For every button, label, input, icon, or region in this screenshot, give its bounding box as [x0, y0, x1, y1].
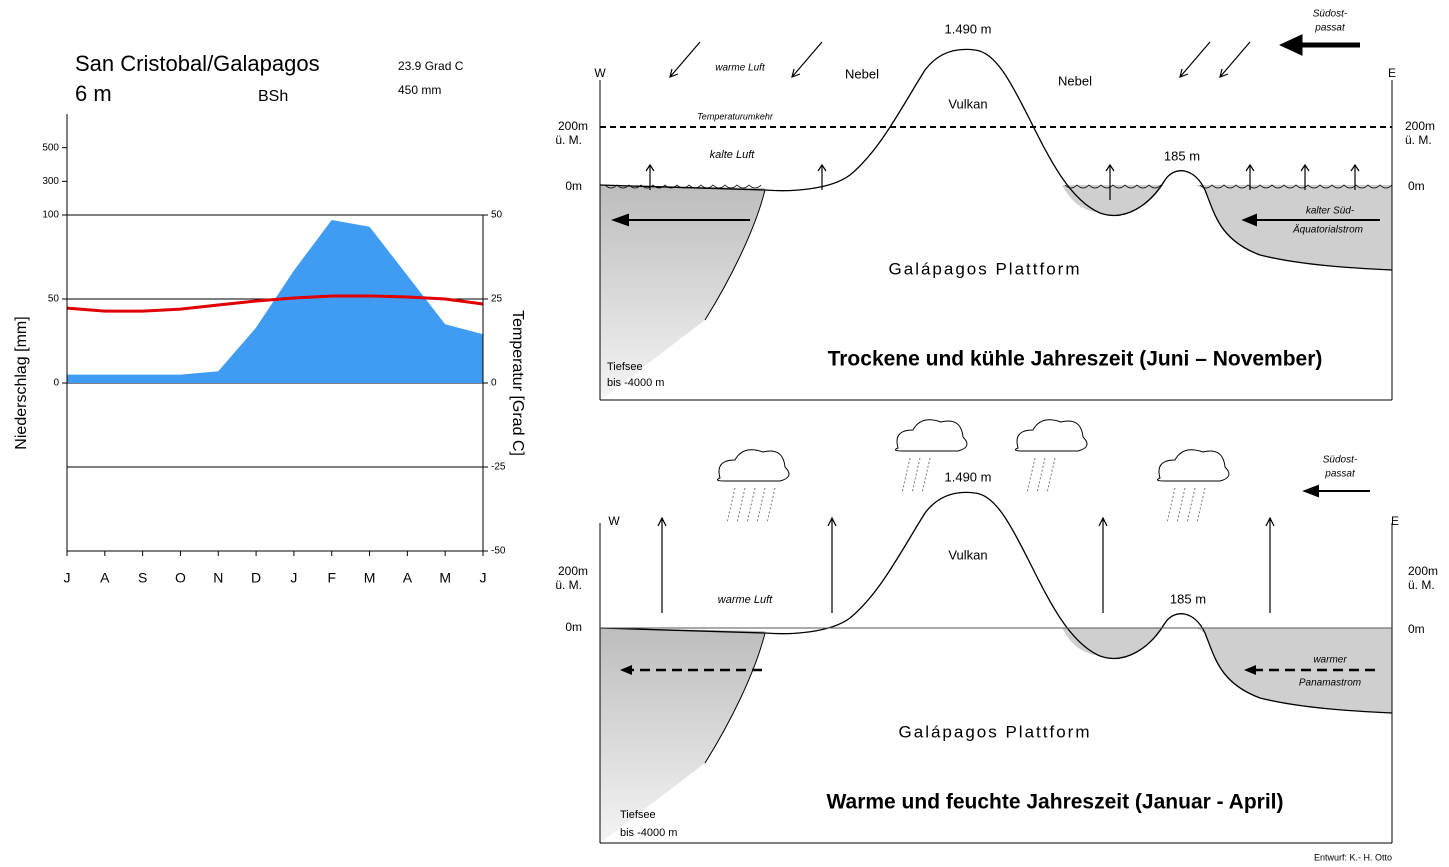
peak: 1.490 m: [945, 469, 992, 484]
x-tick-label: J: [480, 570, 487, 586]
y2-tick-label: 25: [491, 294, 503, 305]
rain: [726, 457, 1206, 524]
climate-chart: 50 25 0 -25 -50 0 50 100 300 500 J A S O N D J F M A M J: [42, 114, 506, 586]
volcano: Vulkan: [948, 96, 987, 111]
deep-sea: bis -4000 m: [607, 377, 664, 389]
clouds: [716, 419, 1230, 482]
y-axis-title: Niederschlag [mm]: [13, 316, 30, 449]
altitude: 200m: [1405, 119, 1435, 133]
annual-precipitation: 450 mm: [398, 83, 441, 97]
air: warme Luft: [718, 594, 773, 606]
current-arrows: [611, 213, 1380, 227]
precipitation-area: [67, 220, 483, 383]
trade-wind-arrow: [1279, 34, 1360, 56]
altitude: 200m: [1408, 564, 1438, 578]
x-tick-label: J: [290, 570, 297, 586]
diagram-dry-season: W E 1.490 m Südost- passat warme Luft Ne…: [555, 9, 1435, 401]
diagram-title: Warme und feuchte Jahreszeit (Januar - A…: [826, 791, 1283, 814]
elevation: 6 m: [75, 81, 112, 106]
west: W: [608, 514, 620, 528]
sea-level: 0m: [1408, 622, 1425, 636]
altitude: ü. M.: [1405, 133, 1432, 147]
y2-axis-title: Temperatur [Grad C]: [509, 310, 526, 456]
x-tick-label: M: [439, 570, 451, 586]
inversion: Temperaturumkehr: [697, 111, 774, 121]
sea-level: 0m: [1408, 179, 1425, 193]
y-tick-label: 0: [53, 378, 59, 389]
x-tick-label: N: [213, 570, 223, 586]
trade-wind-arrow: [1302, 484, 1370, 498]
peak: 1.490 m: [945, 21, 992, 36]
air-arrows: [645, 41, 1360, 200]
air: warme Luft: [715, 63, 766, 74]
y-tick-label: 100: [42, 210, 59, 221]
altitude: 200m: [558, 119, 588, 133]
current: Äquatorialstrom: [1292, 224, 1363, 236]
climate-class: BSh: [258, 88, 288, 105]
x-tick-label: M: [364, 570, 376, 586]
x-tick-label: D: [251, 570, 261, 586]
altitude: ü. M.: [555, 578, 582, 592]
current: Panamastrom: [1299, 678, 1361, 689]
east: E: [1391, 514, 1399, 528]
sea-level: 0m: [565, 620, 582, 634]
y2-tick-label: 50: [491, 210, 503, 221]
y-tick-label: 500: [42, 142, 59, 153]
x-tick-label: O: [175, 570, 186, 586]
deep-sea: Tiefsee: [607, 361, 643, 373]
y2-tick-label: 0: [491, 378, 497, 389]
current: kalter Süd-: [1306, 206, 1355, 217]
fog: Nebel: [1058, 73, 1092, 88]
climate-header: San Cristobal/Galapagos 6 m BSh 23.9 Gra…: [13, 51, 526, 456]
platform: Galápagos Plattform: [899, 722, 1092, 741]
diagram-title: Trockene und kühle Jahreszeit (Juni – No…: [828, 348, 1323, 371]
altitude: 200m: [558, 564, 588, 578]
hill: 185 m: [1170, 591, 1206, 606]
x-tick-label: J: [64, 570, 71, 586]
altitude: ü. M.: [1408, 578, 1435, 592]
fog: Nebel: [845, 66, 879, 81]
cold-air: kalte Luft: [710, 149, 756, 161]
station: San Cristobal/Galapagos: [75, 51, 320, 76]
annual-temperature: 23.9 Grad C: [398, 59, 464, 73]
x-tick-label: S: [138, 570, 147, 586]
west: W: [594, 66, 606, 80]
y-tick-label: 50: [48, 294, 60, 305]
hill: 185 m: [1164, 148, 1200, 163]
wind: Südost-: [1323, 455, 1358, 466]
platform: Galápagos Plattform: [889, 259, 1082, 278]
east: E: [1388, 66, 1396, 80]
x-tick-label: A: [100, 570, 110, 586]
sea-level: 0m: [565, 179, 582, 193]
y2-tick-label: -50: [491, 546, 506, 557]
wind: Südost-: [1313, 9, 1348, 20]
current: warmer: [1313, 655, 1347, 666]
x-tick-label: F: [327, 570, 336, 586]
y2-tick-label: -25: [491, 462, 506, 473]
diagram-wet-season: W E 1.490 m Südost- passat Vulkan 200m ü…: [555, 419, 1438, 844]
x-tick-label: A: [403, 570, 413, 586]
volcano: Vulkan: [948, 547, 987, 562]
waves: [604, 184, 1393, 189]
credit: Entwurf: K.- H. Otto: [1314, 852, 1392, 862]
wind: passat: [1324, 469, 1356, 480]
air-arrows: [657, 516, 1275, 613]
deep-sea: Tiefsee: [620, 809, 656, 821]
y-tick-label: 300: [42, 176, 59, 187]
temperature-line: [66, 294, 484, 313]
wind: passat: [1314, 23, 1346, 34]
deep-sea: bis -4000 m: [620, 827, 677, 839]
altitude: ü. M.: [555, 133, 582, 147]
